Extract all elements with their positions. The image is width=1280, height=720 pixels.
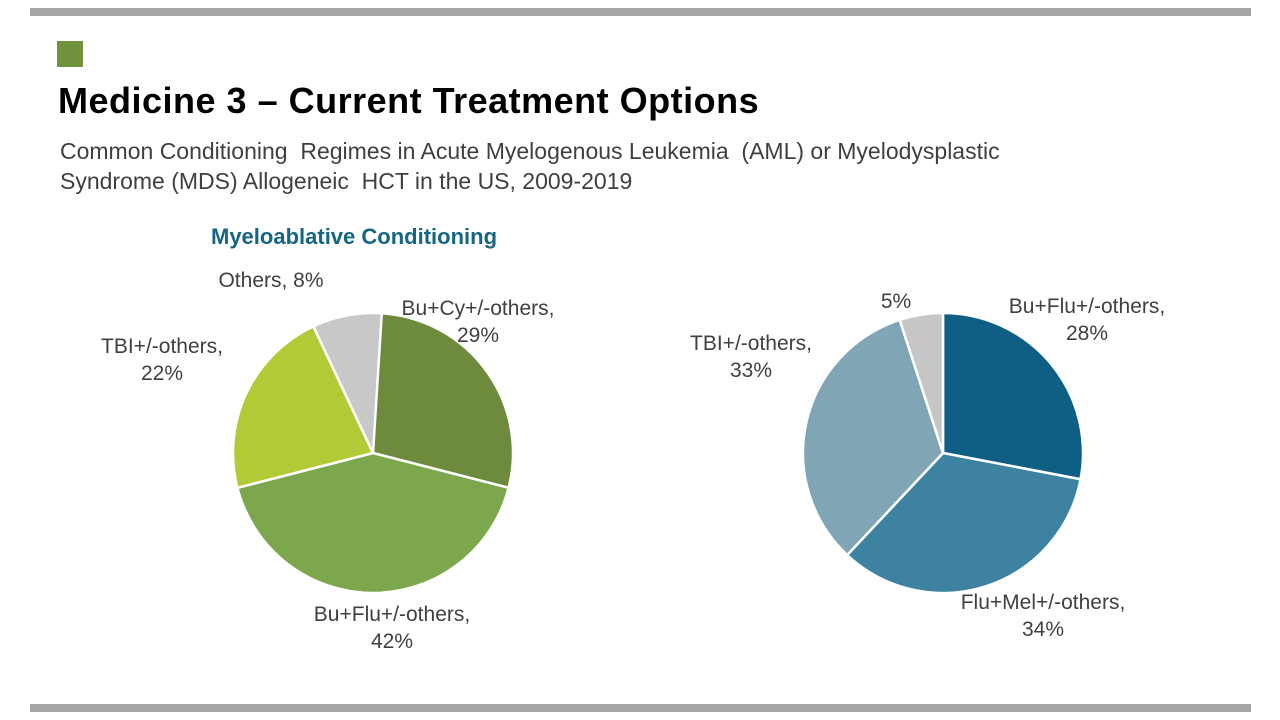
pie-slice-TBI+/-others: [231, 325, 375, 490]
pie-slice-Flu+Mel+/-others: [845, 451, 1082, 595]
slide-subtitle: Common Conditioning Regimes in Acute Mye…: [60, 138, 1000, 194]
bottom-divider-bar: [30, 704, 1251, 712]
slice-label-tbi-22: TBI+/-others, 22%: [101, 335, 223, 385]
chart-title-myeloablative: Myeloablative Conditioning: [211, 224, 498, 249]
pie-slice-TBI+/-others: [801, 318, 945, 557]
top-divider-bar: [30, 8, 1251, 16]
slice-label-flu-mel-34: Flu+Mel+/-others, 34%: [960, 591, 1126, 641]
slice-label-bu-flu-42: Bu+Flu+/-others, 42%: [313, 603, 471, 653]
pie-chart-right: [801, 311, 1085, 595]
accent-square-icon: [57, 41, 83, 67]
slice-label-bu-flu-28: Bu+Flu+/-others, 28%: [1008, 295, 1166, 345]
pie-slice-Bu+Flu+/-others: [941, 311, 1085, 481]
pie-slice-Bu+Flu+/-others: [236, 451, 510, 595]
pie-chart-myeloablative: [231, 311, 515, 595]
slide-title: Medicine 3 – Current Treatment Options: [58, 80, 760, 121]
slice-label-tbi-33: TBI+/-others, 33%: [690, 332, 812, 382]
slice-label-others-5: 5%: [880, 290, 912, 313]
slice-label-bu-cy-29: Bu+Cy+/-others, 29%: [401, 297, 555, 347]
pie-slice-others: [898, 311, 945, 455]
pie-slice-Bu+Cy+/-others: [371, 311, 515, 490]
slice-label-others-8: Others, 8%: [218, 269, 324, 292]
pie-slice-Others: [312, 311, 384, 455]
